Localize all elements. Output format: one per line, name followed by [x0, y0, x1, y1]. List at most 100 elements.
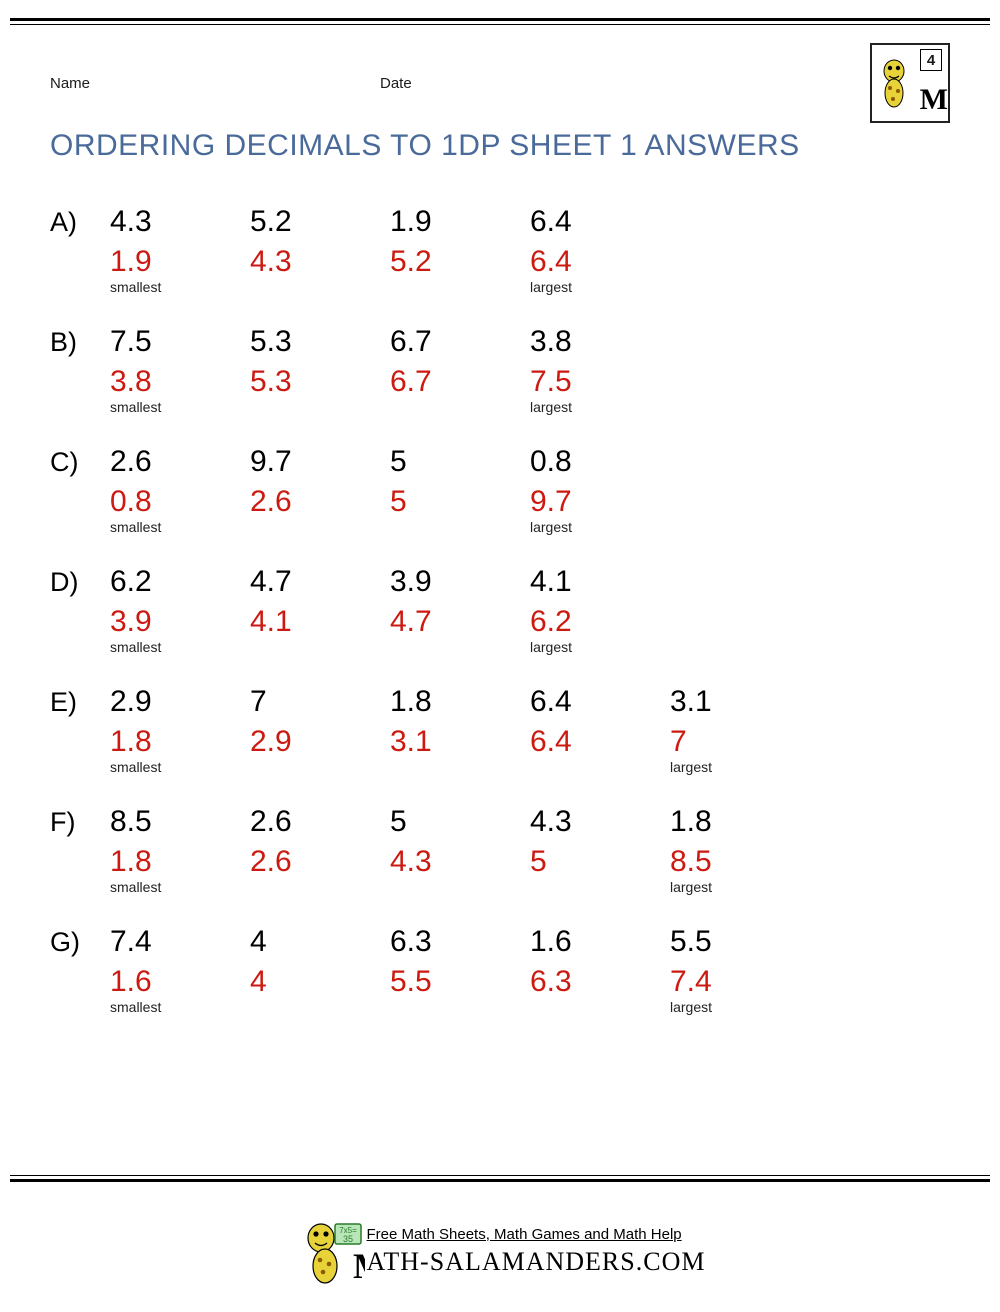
largest-hint: largest	[530, 279, 670, 295]
largest-hint: largest	[530, 399, 670, 415]
given-value: 9.7	[250, 445, 390, 478]
problem-columns: 2.60.8smallest9.72.6550.8 9.7 largest	[110, 445, 670, 535]
problem-columns: 7.41.6smallest446.35.51.66.35.57.4larges…	[110, 925, 810, 1015]
given-value: 6.3	[390, 925, 530, 958]
answer-value: 7.5	[530, 362, 670, 401]
smallest-hint: smallest	[110, 519, 250, 535]
logo-m-icon: M	[920, 83, 942, 117]
largest-hint: largest	[670, 759, 810, 775]
given-value: 5.5	[670, 925, 810, 958]
largest-hint: largest	[670, 879, 810, 895]
largest-hint: largest	[530, 519, 670, 535]
top-rule	[10, 18, 990, 25]
problem-letter: D)	[50, 565, 110, 655]
given-value: 4	[250, 925, 390, 958]
problem-letter: F)	[50, 805, 110, 895]
problem-letter: G)	[50, 925, 110, 1015]
given-value: 1.6	[530, 925, 670, 958]
problem-column: 6.46.4	[530, 685, 670, 775]
given-value: 6.2	[110, 565, 250, 598]
problem-column: 9.72.6	[250, 445, 390, 535]
given-value: 4.3	[110, 205, 250, 238]
given-value: 6.7	[390, 325, 530, 358]
problem-column: 8.51.8smallest	[110, 805, 250, 895]
problem-column: 4.16.2largest	[530, 565, 670, 655]
header-fields: Name Date 4 M	[0, 25, 1000, 123]
answer-value: 4.7	[390, 602, 530, 641]
problem-row: A)4.31.9smallest5.24.31.95.26.46.4larges…	[50, 205, 950, 295]
problem-column: 3.94.7	[390, 565, 530, 655]
given-value: 2.9	[110, 685, 250, 718]
problem-row: F)8.51.8smallest2.62.654.34.351.88.5larg…	[50, 805, 950, 895]
problem-letter: E)	[50, 685, 110, 775]
problem-column: 5.57.4largest	[670, 925, 810, 1015]
given-value: 2.6	[250, 805, 390, 838]
footer-text: Free Math Sheets, Math Games and Math He…	[367, 1226, 706, 1277]
problem-column: 6.2 3.9smallest	[110, 565, 250, 655]
problem-column: 1.88.5largest	[670, 805, 810, 895]
answer-value: 5.2	[390, 242, 530, 281]
problem-column: 6.76.7	[390, 325, 530, 415]
problem-column: 6.46.4largest	[530, 205, 670, 295]
smallest-hint: smallest	[110, 279, 250, 295]
svg-text:M: M	[353, 1246, 365, 1286]
answer-value: 1.6	[110, 962, 250, 1001]
problem-column: 2.60.8smallest	[110, 445, 250, 535]
problem-column: 7.4 1.6smallest	[110, 925, 250, 1015]
svg-text:35: 35	[342, 1234, 352, 1244]
bottom-rule	[10, 1175, 990, 1182]
given-value: 3.1	[670, 685, 810, 718]
given-value: 5	[390, 445, 530, 478]
given-value: 3.9	[390, 565, 530, 598]
given-value: 4.7	[250, 565, 390, 598]
problem-column: 1.83.1	[390, 685, 530, 775]
answer-value: 5.3	[250, 362, 390, 401]
smallest-hint: smallest	[110, 399, 250, 415]
grade-badge: 4	[920, 49, 942, 71]
problem-letter: B)	[50, 325, 110, 415]
answer-value: 2.6	[250, 842, 390, 881]
answer-value: 1.9	[110, 242, 250, 281]
answer-value: 4.3	[390, 842, 530, 881]
problem-column: 3.87.5largest	[530, 325, 670, 415]
problem-column: 4.3 1.9smallest	[110, 205, 250, 295]
salamander-icon	[876, 57, 912, 111]
answer-value: 4	[250, 962, 390, 1001]
answer-value: 3.1	[390, 722, 530, 761]
problem-columns: 6.23.9smallest4.74.13.94.74.16.2largest	[110, 565, 670, 655]
problem-column: 5.35.3	[250, 325, 390, 415]
problem-columns: 8.51.8smallest2.62.654.34.351.88.5larges…	[110, 805, 810, 895]
footer-domain: ATH-SALAMANDERS.COM	[367, 1247, 706, 1277]
answer-value: 2.6	[250, 482, 390, 521]
answer-value: 3.9	[110, 602, 250, 641]
smallest-hint: smallest	[110, 639, 250, 655]
problem-columns: 2.91.8smallest72.91.83.16.46.43.17larges…	[110, 685, 810, 775]
problem-column: 54.3	[390, 805, 530, 895]
footer-tagline: Free Math Sheets, Math Games and Math He…	[367, 1226, 706, 1243]
smallest-hint: smallest	[110, 999, 250, 1015]
answer-value: 4.1	[250, 602, 390, 641]
given-value: 7.4	[110, 925, 250, 958]
problem-row: B)7.53.8smallest5.35.36.76.73.87.5larges…	[50, 325, 950, 415]
given-value: 7	[250, 685, 390, 718]
given-value: 5	[390, 805, 530, 838]
problem-columns: 4.31.9smallest5.24.31.95.26.46.4largest	[110, 205, 670, 295]
footer: 7x5= 35 M Free Math Sheets, Math Games a…	[0, 1216, 1000, 1286]
answer-value: 8.5	[670, 842, 810, 881]
answer-value: 5.5	[390, 962, 530, 1001]
largest-hint: largest	[670, 999, 810, 1015]
answer-value: 6.3	[530, 962, 670, 1001]
given-value: 6.4	[530, 205, 670, 238]
given-value: 1.9	[390, 205, 530, 238]
name-label: Name	[50, 75, 380, 92]
problem-column: 1.66.3	[530, 925, 670, 1015]
given-value: 4.3	[530, 805, 670, 838]
given-value: 7.5	[110, 325, 250, 358]
given-value: 0.8	[530, 445, 670, 478]
problem-column: 55	[390, 445, 530, 535]
page-title: ORDERING DECIMALS TO 1DP SHEET 1 ANSWERS	[0, 123, 1000, 185]
problem-column: 4.74.1	[250, 565, 390, 655]
problem-column: 44	[250, 925, 390, 1015]
problem-column: 72.9	[250, 685, 390, 775]
smallest-hint: smallest	[110, 879, 250, 895]
